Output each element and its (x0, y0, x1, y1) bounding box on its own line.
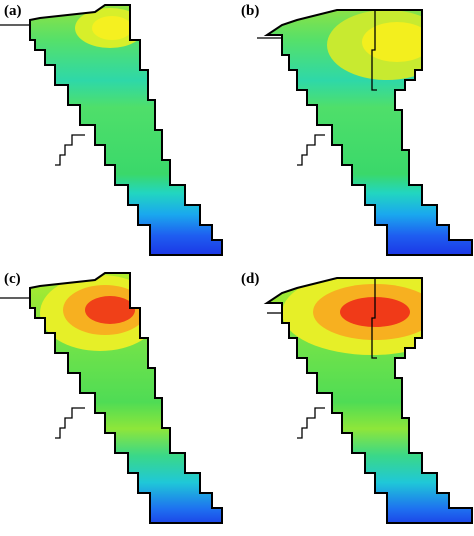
panel-d: (d) (241, 271, 473, 524)
panel-c: (c) (0, 271, 223, 524)
panel-label: (d) (241, 271, 259, 287)
panel-label: (a) (4, 3, 22, 19)
panel-b: (b) (241, 3, 473, 256)
panel-label: (b) (241, 3, 259, 19)
panel-a: (a) (0, 3, 223, 256)
panel-label: (c) (4, 271, 21, 287)
